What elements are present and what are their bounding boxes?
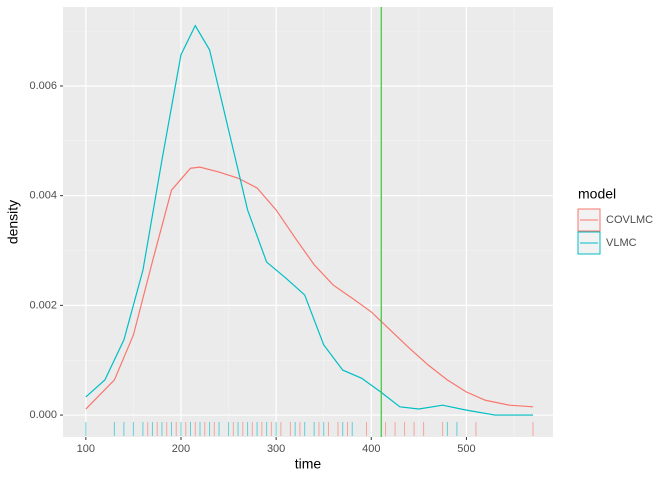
x-axis-title: time [295, 456, 322, 472]
x-tick-label: 200 [172, 443, 190, 455]
y-tick-label: 0.006 [29, 80, 57, 92]
panel [63, 7, 553, 437]
x-tick-label: 500 [457, 443, 475, 455]
density-line [85, 24, 534, 416]
y-tick-label: 0.000 [29, 409, 57, 421]
y-tick-label: 0.004 [29, 190, 57, 202]
density-line [85, 166, 534, 410]
x-tick-label: 100 [77, 443, 95, 455]
legend-title: model [578, 186, 616, 202]
x-tick-label: 300 [267, 443, 285, 455]
x-tick-label: 400 [362, 443, 380, 455]
y-tick-label: 0.002 [29, 299, 57, 311]
legend-label: VLMC [606, 237, 637, 249]
legend-label: COVLMC [606, 214, 653, 226]
y-axis-title: density [5, 200, 21, 244]
